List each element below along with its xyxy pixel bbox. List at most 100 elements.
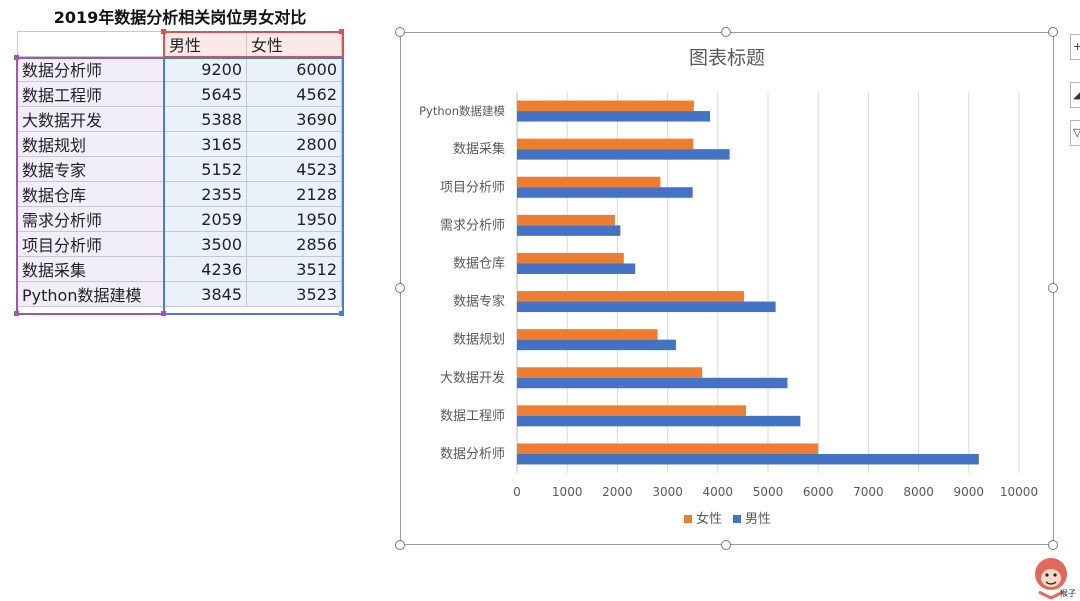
category-cell[interactable]: 需求分析师: [17, 206, 165, 232]
chart-styles-button[interactable]: ◢: [1070, 82, 1080, 108]
value-cell[interactable]: 3845: [164, 281, 247, 307]
x-tick-label: 9000: [954, 485, 985, 499]
x-tick-label: 2000: [602, 485, 633, 499]
x-tick-label: 5000: [753, 485, 784, 499]
range-handle[interactable]: [14, 311, 19, 316]
value-cell[interactable]: 2059: [164, 206, 247, 232]
header-cell[interactable]: 男性: [164, 31, 247, 57]
bar-female: [517, 100, 694, 112]
y-category-label: 项目分析师: [440, 180, 505, 195]
y-category-label: Python数据建模: [419, 104, 505, 118]
legend-swatch-female: [684, 515, 692, 523]
y-category-label: 数据分析师: [440, 447, 505, 462]
value-cell[interactable]: 5645: [164, 81, 247, 107]
range-handle[interactable]: [339, 29, 344, 34]
x-tick-label: 6000: [803, 485, 834, 499]
chart-elements-button[interactable]: +: [1070, 34, 1080, 60]
bar-female: [517, 329, 658, 340]
filter-icon: ▽: [1073, 126, 1080, 139]
legend-label-male: 男性: [745, 512, 771, 527]
category-cell[interactable]: 数据规划: [17, 131, 165, 157]
range-handle[interactable]: [339, 311, 344, 316]
value-cell[interactable]: 4562: [246, 81, 342, 107]
range-handle[interactable]: [14, 55, 19, 60]
table-row[interactable]: 大数据开发 5388 3690: [17, 106, 342, 132]
header-cell[interactable]: 女性: [246, 31, 342, 57]
table-row[interactable]: 数据专家 5152 4523: [17, 156, 342, 182]
y-category-label: 数据规划: [453, 333, 505, 348]
value-cell[interactable]: 4236: [164, 256, 247, 282]
value-cell[interactable]: 3500: [164, 231, 247, 257]
range-handle[interactable]: [161, 29, 166, 34]
resize-handle-right[interactable]: [1048, 283, 1058, 293]
range-handle[interactable]: [161, 311, 166, 316]
value-cell[interactable]: 2800: [246, 131, 342, 157]
category-cell[interactable]: 项目分析师: [17, 231, 165, 257]
table-header-row[interactable]: 男性 女性: [17, 31, 342, 57]
bar-male: [517, 187, 693, 198]
table-row[interactable]: 数据工程师 5645 4562: [17, 81, 342, 107]
y-category-label: 大数据开发: [440, 370, 505, 386]
header-cell[interactable]: [17, 31, 165, 57]
bar-male: [517, 301, 776, 313]
category-cell[interactable]: 大数据开发: [17, 106, 165, 132]
table-row[interactable]: 需求分析师 2059 1950: [17, 206, 342, 232]
category-cell[interactable]: 数据采集: [17, 256, 165, 282]
bar-female: [517, 214, 615, 226]
legend-swatch-male: [733, 515, 741, 523]
x-tick-label: 3000: [652, 485, 683, 499]
sheet-title: 2019年数据分析相关岗位男女对比: [53, 8, 307, 27]
bar-male: [517, 339, 676, 351]
resize-handle-top-right[interactable]: [1048, 27, 1058, 37]
y-category-label: 数据专家: [453, 294, 505, 310]
value-cell[interactable]: 3512: [246, 256, 342, 282]
bar-chart[interactable]: 图表标题 0 1000 2000 3000 4000 5000 6000 7000 8000 900…: [400, 32, 1054, 545]
value-cell[interactable]: 9200: [164, 56, 247, 82]
category-cell[interactable]: 数据仓库: [17, 181, 165, 207]
table-row[interactable]: 数据分析师 9200 6000: [17, 56, 342, 82]
table-row[interactable]: 数据规划 3165 2800: [17, 131, 342, 157]
resize-handle-bottom-right[interactable]: [1048, 540, 1058, 550]
category-cell[interactable]: 数据工程师: [17, 81, 165, 107]
bar-male: [517, 149, 730, 160]
value-cell[interactable]: 6000: [246, 56, 342, 82]
bar-female: [517, 291, 745, 302]
x-tick-label: 4000: [703, 485, 734, 499]
value-cell[interactable]: 3165: [164, 131, 247, 157]
resize-handle-top[interactable]: [721, 27, 731, 37]
resize-handle-bottom[interactable]: [721, 540, 731, 550]
value-cell[interactable]: 4523: [246, 156, 342, 182]
chart-filters-button[interactable]: ▽: [1070, 120, 1080, 146]
resize-handle-top-left[interactable]: [395, 27, 405, 37]
bar-male: [517, 263, 636, 274]
table-row[interactable]: 数据仓库 2355 2128: [17, 181, 342, 207]
category-cell[interactable]: 数据专家: [17, 156, 165, 182]
x-tick-label: 1000: [552, 485, 583, 499]
y-category-label: 数据采集: [453, 141, 505, 157]
value-cell[interactable]: 2856: [246, 231, 342, 257]
value-cell[interactable]: 2355: [164, 181, 247, 207]
value-cell[interactable]: 2128: [246, 181, 342, 207]
brush-icon: ◢: [1073, 88, 1080, 101]
monkey-logo-icon: [1035, 558, 1067, 600]
y-category-label: 数据仓库: [453, 255, 505, 271]
table-row[interactable]: 数据采集 4236 3512: [17, 256, 342, 282]
resize-handle-left[interactable]: [395, 283, 405, 293]
chart-title: 图表标题: [689, 47, 765, 69]
bar-male: [517, 453, 979, 465]
value-cell[interactable]: 3690: [246, 106, 342, 132]
value-cell[interactable]: 5388: [164, 106, 247, 132]
table-row[interactable]: Python数据建模 3845 3523: [17, 281, 342, 307]
bar-female: [517, 252, 624, 264]
bar-female: [517, 138, 694, 150]
value-cell[interactable]: 1950: [246, 206, 342, 232]
value-cell[interactable]: 3523: [246, 281, 342, 307]
resize-handle-bottom-left[interactable]: [395, 540, 405, 550]
bar-male: [517, 415, 801, 427]
y-category-label: 数据工程师: [440, 409, 505, 424]
category-cell[interactable]: Python数据建模: [17, 281, 165, 307]
category-cell[interactable]: 数据分析师: [17, 56, 165, 82]
table-row[interactable]: 项目分析师 3500 2856: [17, 231, 342, 257]
value-cell[interactable]: 5152: [164, 156, 247, 182]
data-table[interactable]: 男性 女性 数据分析师 9200 6000 数据工程师 5645 4562 大数据开发 5388 3…: [17, 31, 342, 307]
